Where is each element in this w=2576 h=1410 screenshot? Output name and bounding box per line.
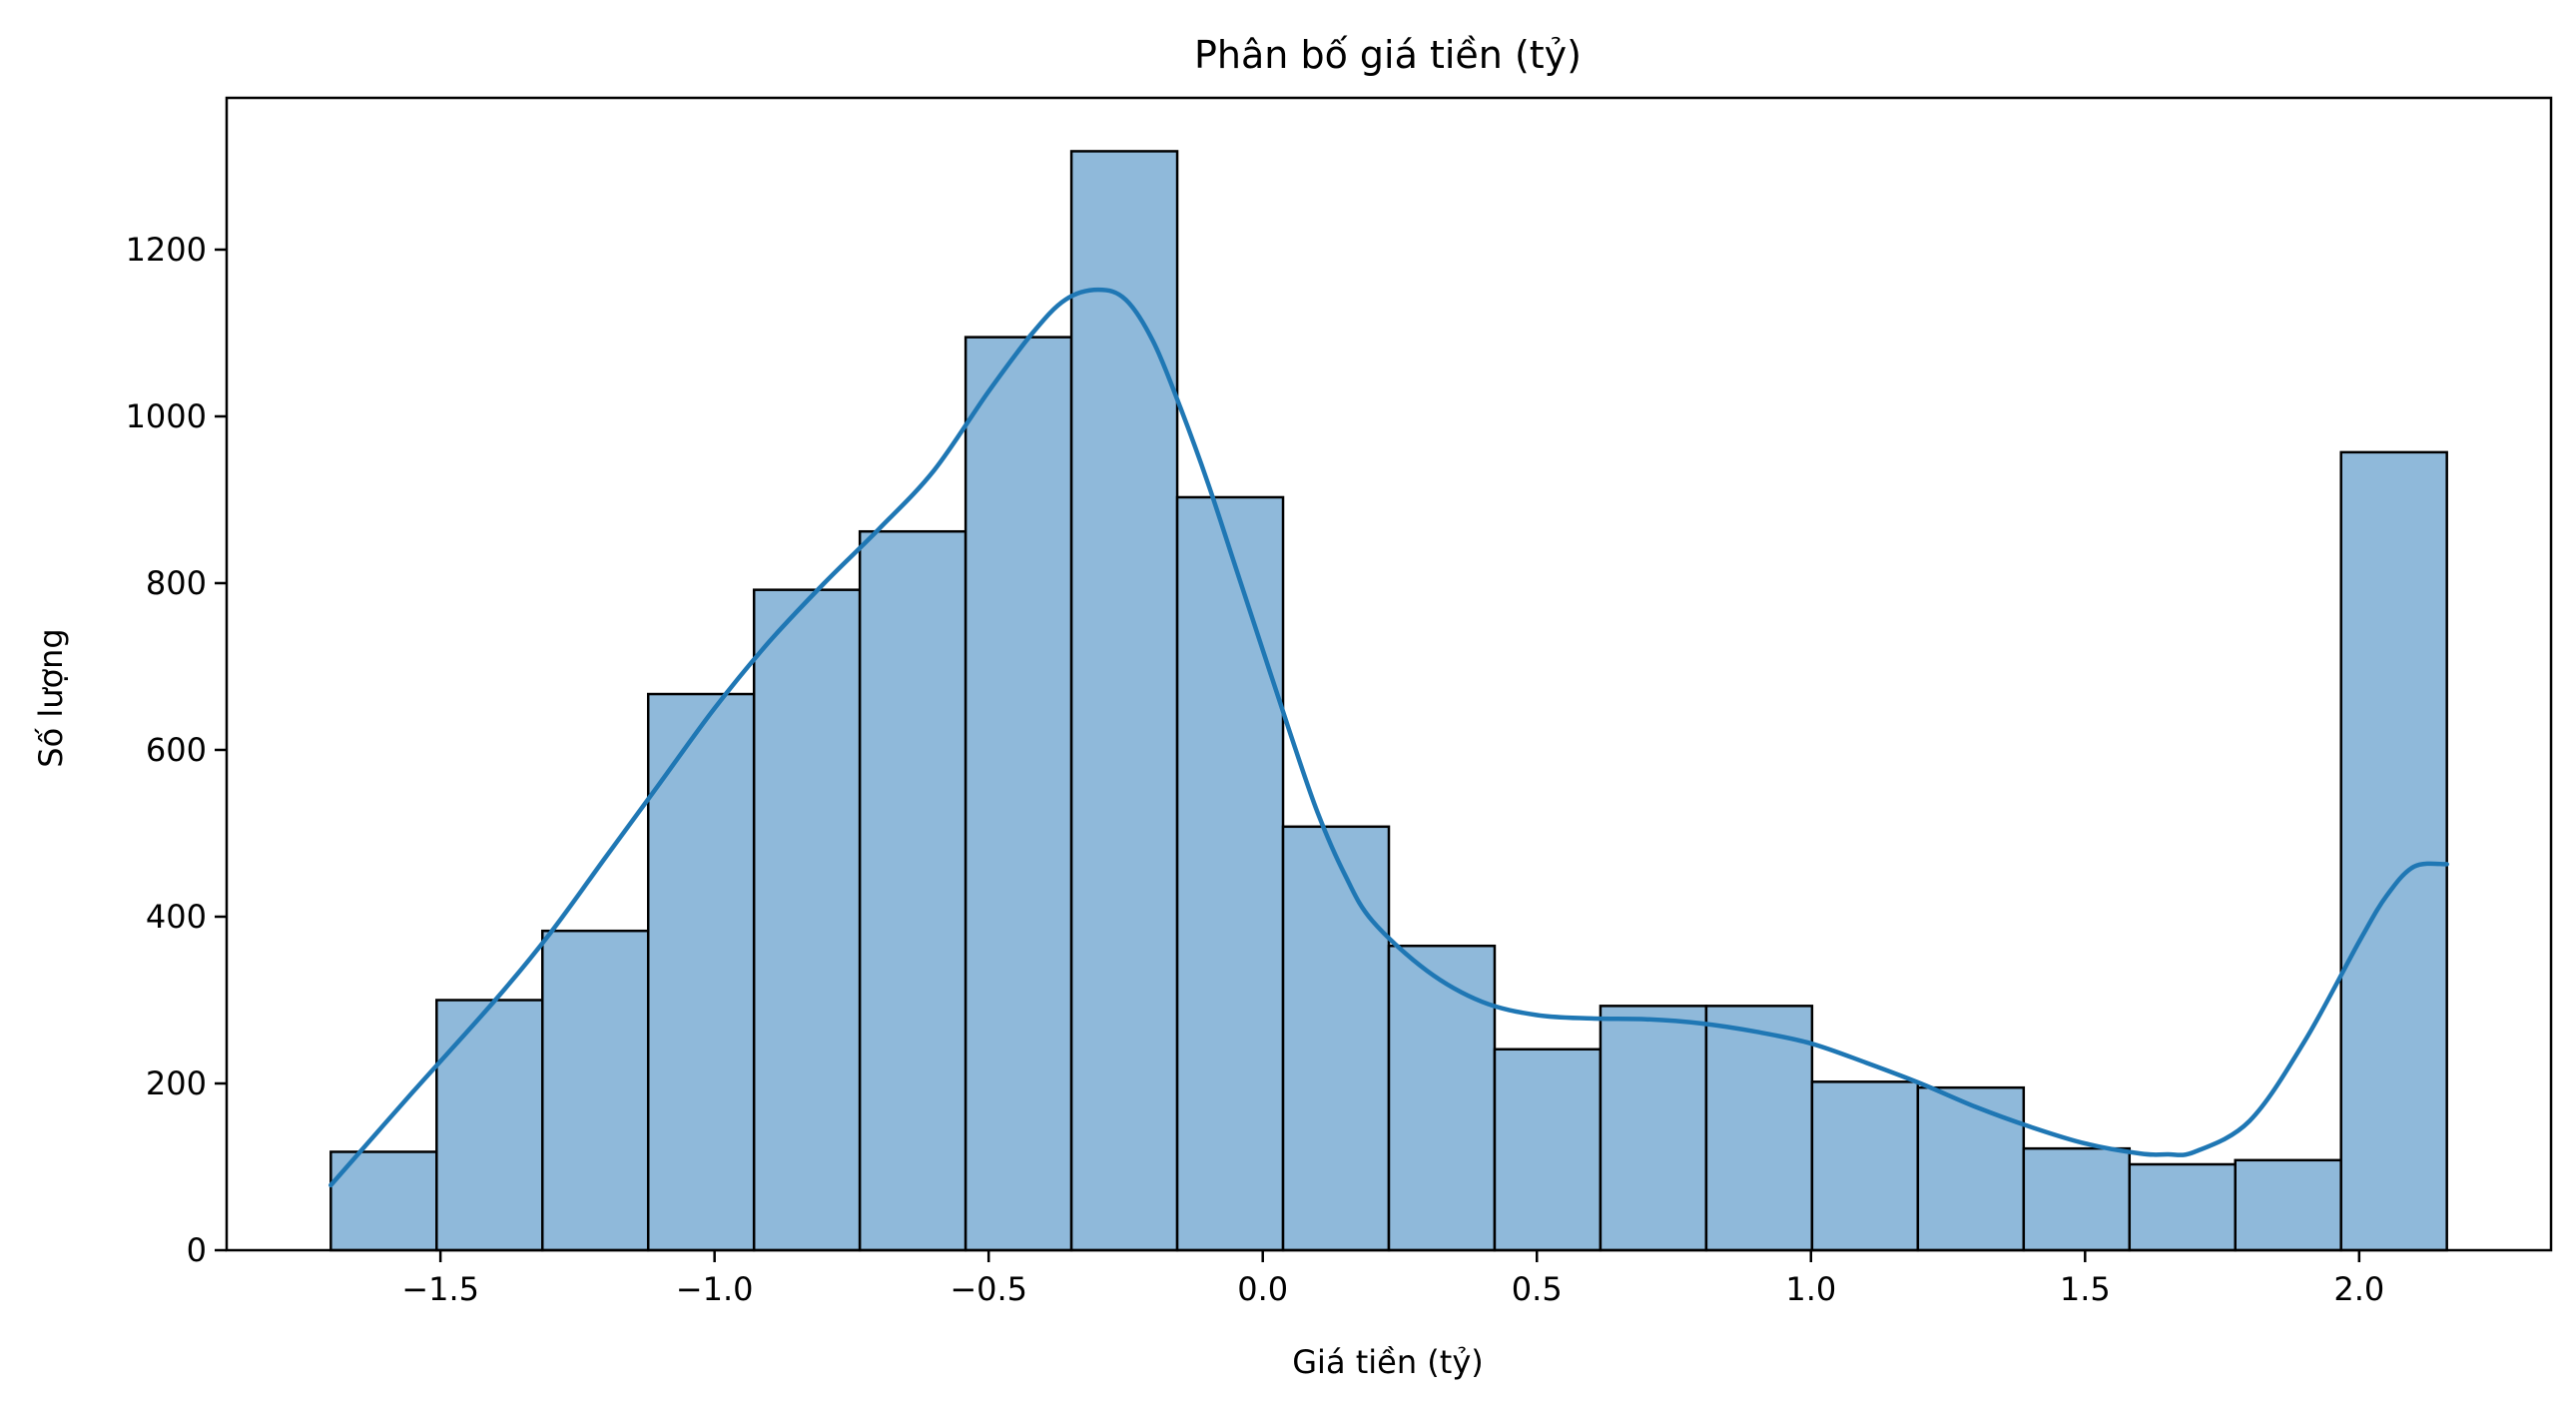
x-tick-label: 1.0: [1785, 1270, 1836, 1308]
kde-curve: [328, 287, 2449, 1188]
histogram-bar: [2128, 1162, 2237, 1252]
y-tick-label: 600: [146, 731, 207, 769]
histogram-bar: [1916, 1085, 2026, 1252]
y-tick-label: 0: [187, 1231, 207, 1269]
y-tick-label: 800: [146, 564, 207, 602]
histogram-bar: [1810, 1080, 1920, 1252]
histogram-bars: [329, 150, 2448, 1252]
x-tick-label: −1.5: [401, 1270, 479, 1308]
histogram-bar: [2234, 1158, 2342, 1252]
histogram-bar: [1387, 944, 1497, 1252]
histogram-bar: [858, 529, 967, 1252]
chart-title: Phân bố giá tiền (tỷ): [1194, 33, 1582, 77]
x-tick-label: 0.0: [1237, 1270, 1288, 1308]
histogram-bar: [646, 692, 756, 1252]
x-axis-ticks: −1.5 −1.0 −0.5 0.0 0.5 1.0 1.5 2.0: [401, 1250, 2384, 1308]
histogram-bar: [541, 929, 650, 1252]
y-tick-label: 1000: [126, 397, 207, 435]
x-axis-label: Giá tiền (tỷ): [1292, 1343, 1484, 1381]
histogram-bar: [2339, 450, 2448, 1252]
histogram-bar: [1281, 825, 1391, 1252]
y-tick-label: 400: [146, 898, 207, 936]
y-tick-label: 200: [146, 1064, 207, 1102]
axes-frame: [225, 96, 2553, 1252]
histogram-bar: [752, 588, 862, 1252]
y-axis-ticks: 0 200 400 600 800 1000 1200: [126, 231, 227, 1269]
histogram-bar: [964, 336, 1073, 1252]
x-tick-label: −0.5: [950, 1270, 1027, 1308]
histogram-bar: [1493, 1048, 1603, 1252]
histogram-bar: [1704, 1005, 1814, 1252]
histogram-bar: [1069, 150, 1179, 1252]
x-tick-label: 1.5: [2060, 1270, 2111, 1308]
histogram-bar: [2022, 1146, 2132, 1252]
x-tick-label: 0.5: [1512, 1270, 1563, 1308]
histogram-bar: [1599, 1005, 1708, 1252]
y-tick-label: 1200: [126, 231, 207, 269]
y-axis-label: Số lượng: [32, 628, 70, 767]
x-tick-label: −1.0: [676, 1270, 754, 1308]
histogram-bar: [1175, 495, 1285, 1252]
x-tick-label: 2.0: [2333, 1270, 2384, 1308]
histogram-bar: [435, 999, 544, 1252]
